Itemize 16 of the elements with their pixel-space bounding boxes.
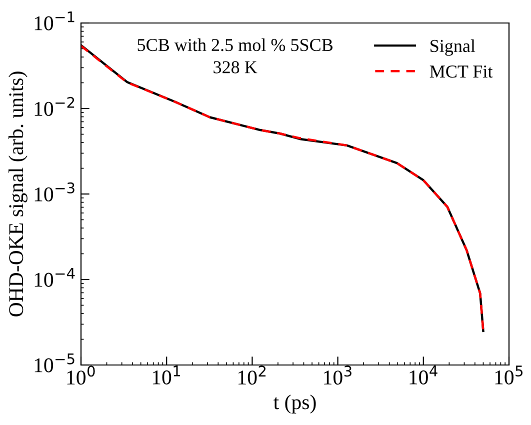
y-tick-label: 10$^{−1}$	[34, 12, 74, 30]
x-tick-label: 10$^{2}$	[238, 366, 266, 385]
annotation: 5CB with 2.5 mol % 5SCB	[138, 38, 333, 52]
y-tick-label: 10$^{−4}$	[34, 268, 75, 287]
y-axis-title: OHD-OKE signal (arb. units)	[8, 72, 28, 316]
x-tick-label: 10$^{3}$	[324, 366, 352, 385]
x-axis-title: t (ps)	[274, 394, 316, 414]
legend-label: Signal	[430, 39, 476, 56]
x-tick-label: 10$^{5}$	[495, 366, 523, 384]
legend-label: MCT Fit	[430, 65, 493, 78]
y-tick-label: 10$^{−3}$	[34, 182, 74, 202]
x-tick-label: 10$^{1}$	[152, 366, 180, 384]
y-tick-label: 10$^{−2}$	[34, 96, 74, 116]
x-tick-label: 10$^{0}$	[67, 366, 95, 385]
annotation: 328 K	[214, 61, 258, 74]
x-tick-label: 10$^{4}$	[410, 366, 438, 384]
